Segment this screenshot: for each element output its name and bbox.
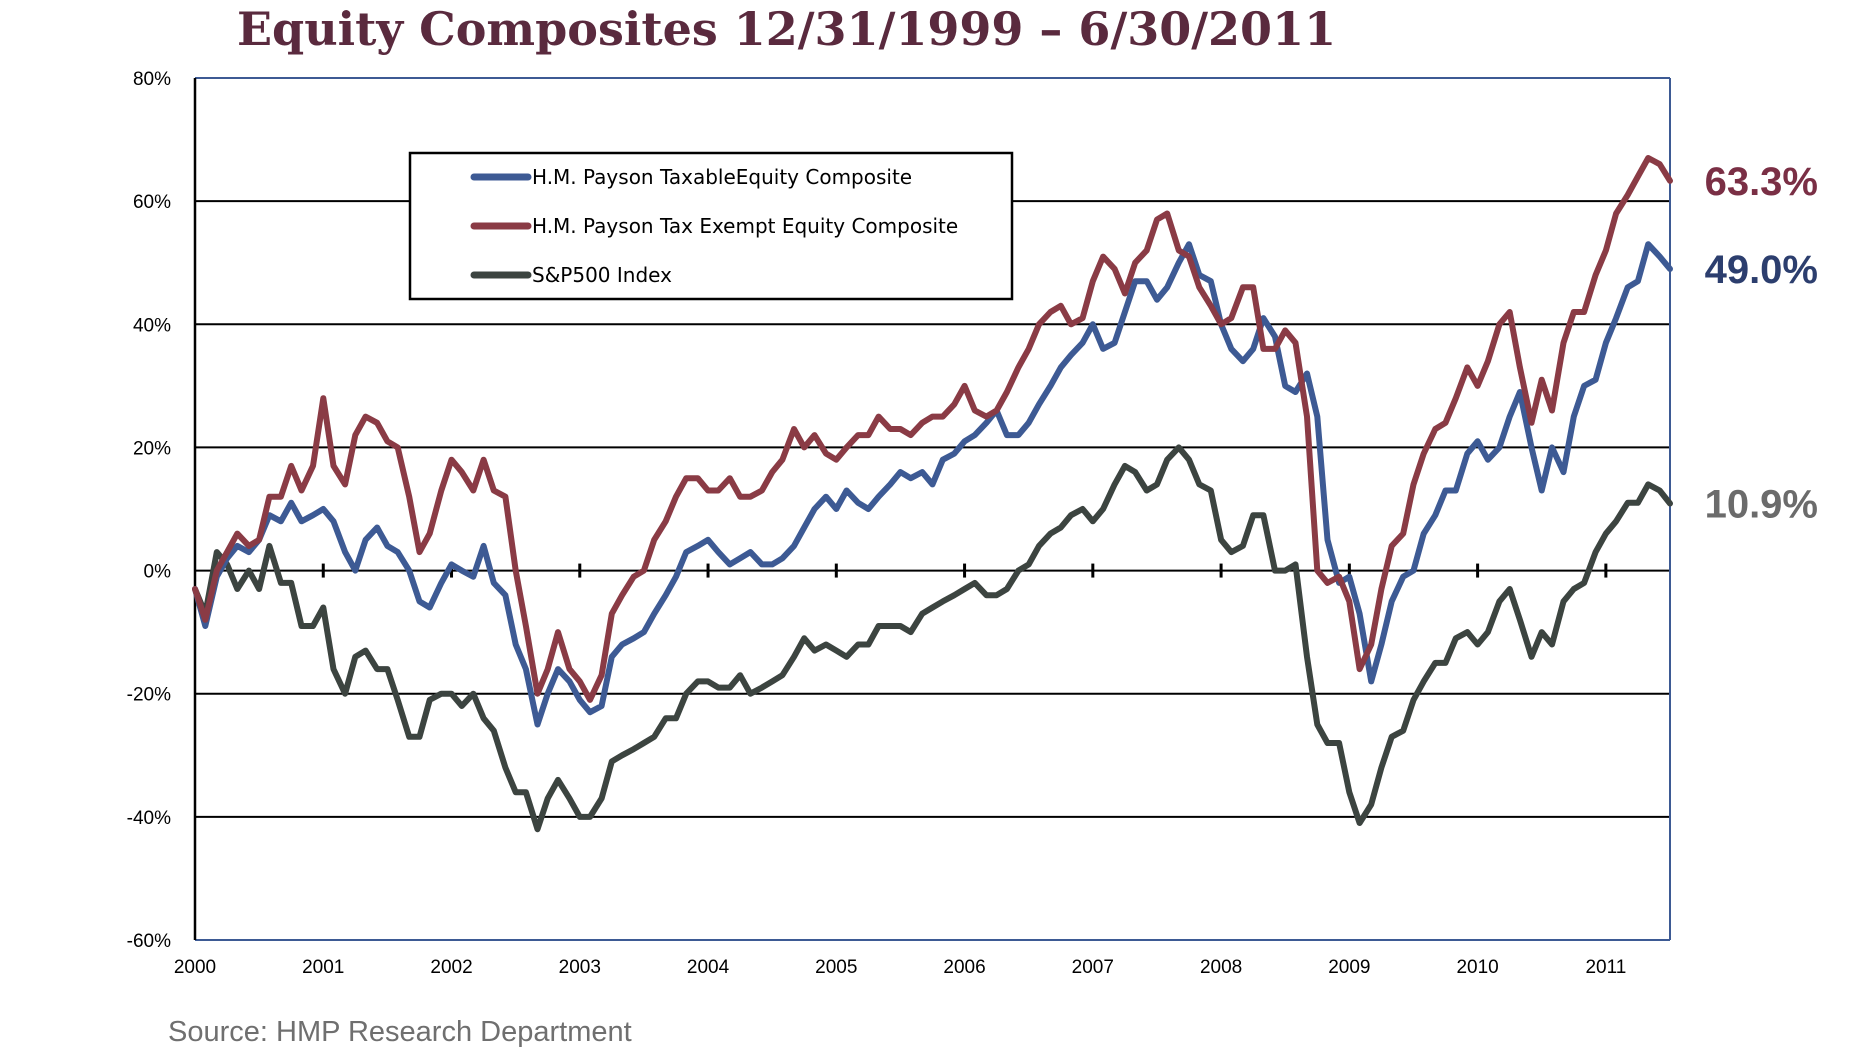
y-tick-label: 40%	[133, 315, 171, 336]
legend-label-0: H.M. Payson TaxableEquity Composite	[532, 165, 912, 189]
y-tick-label: 20%	[133, 438, 171, 459]
series-line-2	[192, 444, 1673, 833]
x-tick-label: 2009	[1328, 957, 1370, 978]
axes: 80% 60% 40% 20% 0% -20% -40% -60%2000 2001 2002 20…	[127, 69, 1671, 978]
legend-label-1: H.M. Payson Tax Exempt Equity Composite	[532, 214, 958, 238]
end-label-0: 49.0%	[1705, 248, 1818, 292]
legend: H.M. Payson TaxableEquity Composite H.M. …	[408, 151, 1014, 301]
end-label-1: 63.3%	[1705, 160, 1818, 204]
y-tick-label: 0%	[144, 562, 172, 583]
series-line-1	[192, 155, 1673, 703]
x-tick-label: 2001	[302, 957, 344, 978]
series-line-0	[192, 241, 1673, 728]
x-tick-label: 2005	[815, 957, 857, 978]
page-title: Equity Composites 12/31/1999 – 6/30/2011	[237, 2, 1337, 56]
x-tick-label: 2003	[559, 957, 601, 978]
y-tick-label: -20%	[127, 685, 171, 706]
y-tick-label: 80%	[133, 69, 171, 90]
series-lines	[192, 155, 1673, 833]
x-tick-label: 2000	[174, 957, 216, 978]
x-tick-label: 2004	[687, 957, 730, 978]
end-labels: 49.0% 63.3% 10.9%	[1705, 160, 1818, 527]
x-tick-label: 2010	[1456, 957, 1498, 978]
x-tick-label: 2007	[1072, 957, 1114, 978]
x-tick-label: 2008	[1200, 957, 1242, 978]
y-tick-label: -60%	[127, 931, 171, 952]
x-tick-label: 2011	[1585, 957, 1626, 978]
source-note: Source: HMP Research Department	[168, 1016, 632, 1048]
x-tick-label: 2002	[430, 957, 472, 978]
y-tick-label: 60%	[133, 192, 171, 213]
end-label-2: 10.9%	[1705, 482, 1818, 526]
x-tick-label: 2006	[943, 957, 985, 978]
legend-label-2: S&P500 Index	[532, 263, 672, 287]
y-tick-label: -40%	[127, 808, 171, 829]
